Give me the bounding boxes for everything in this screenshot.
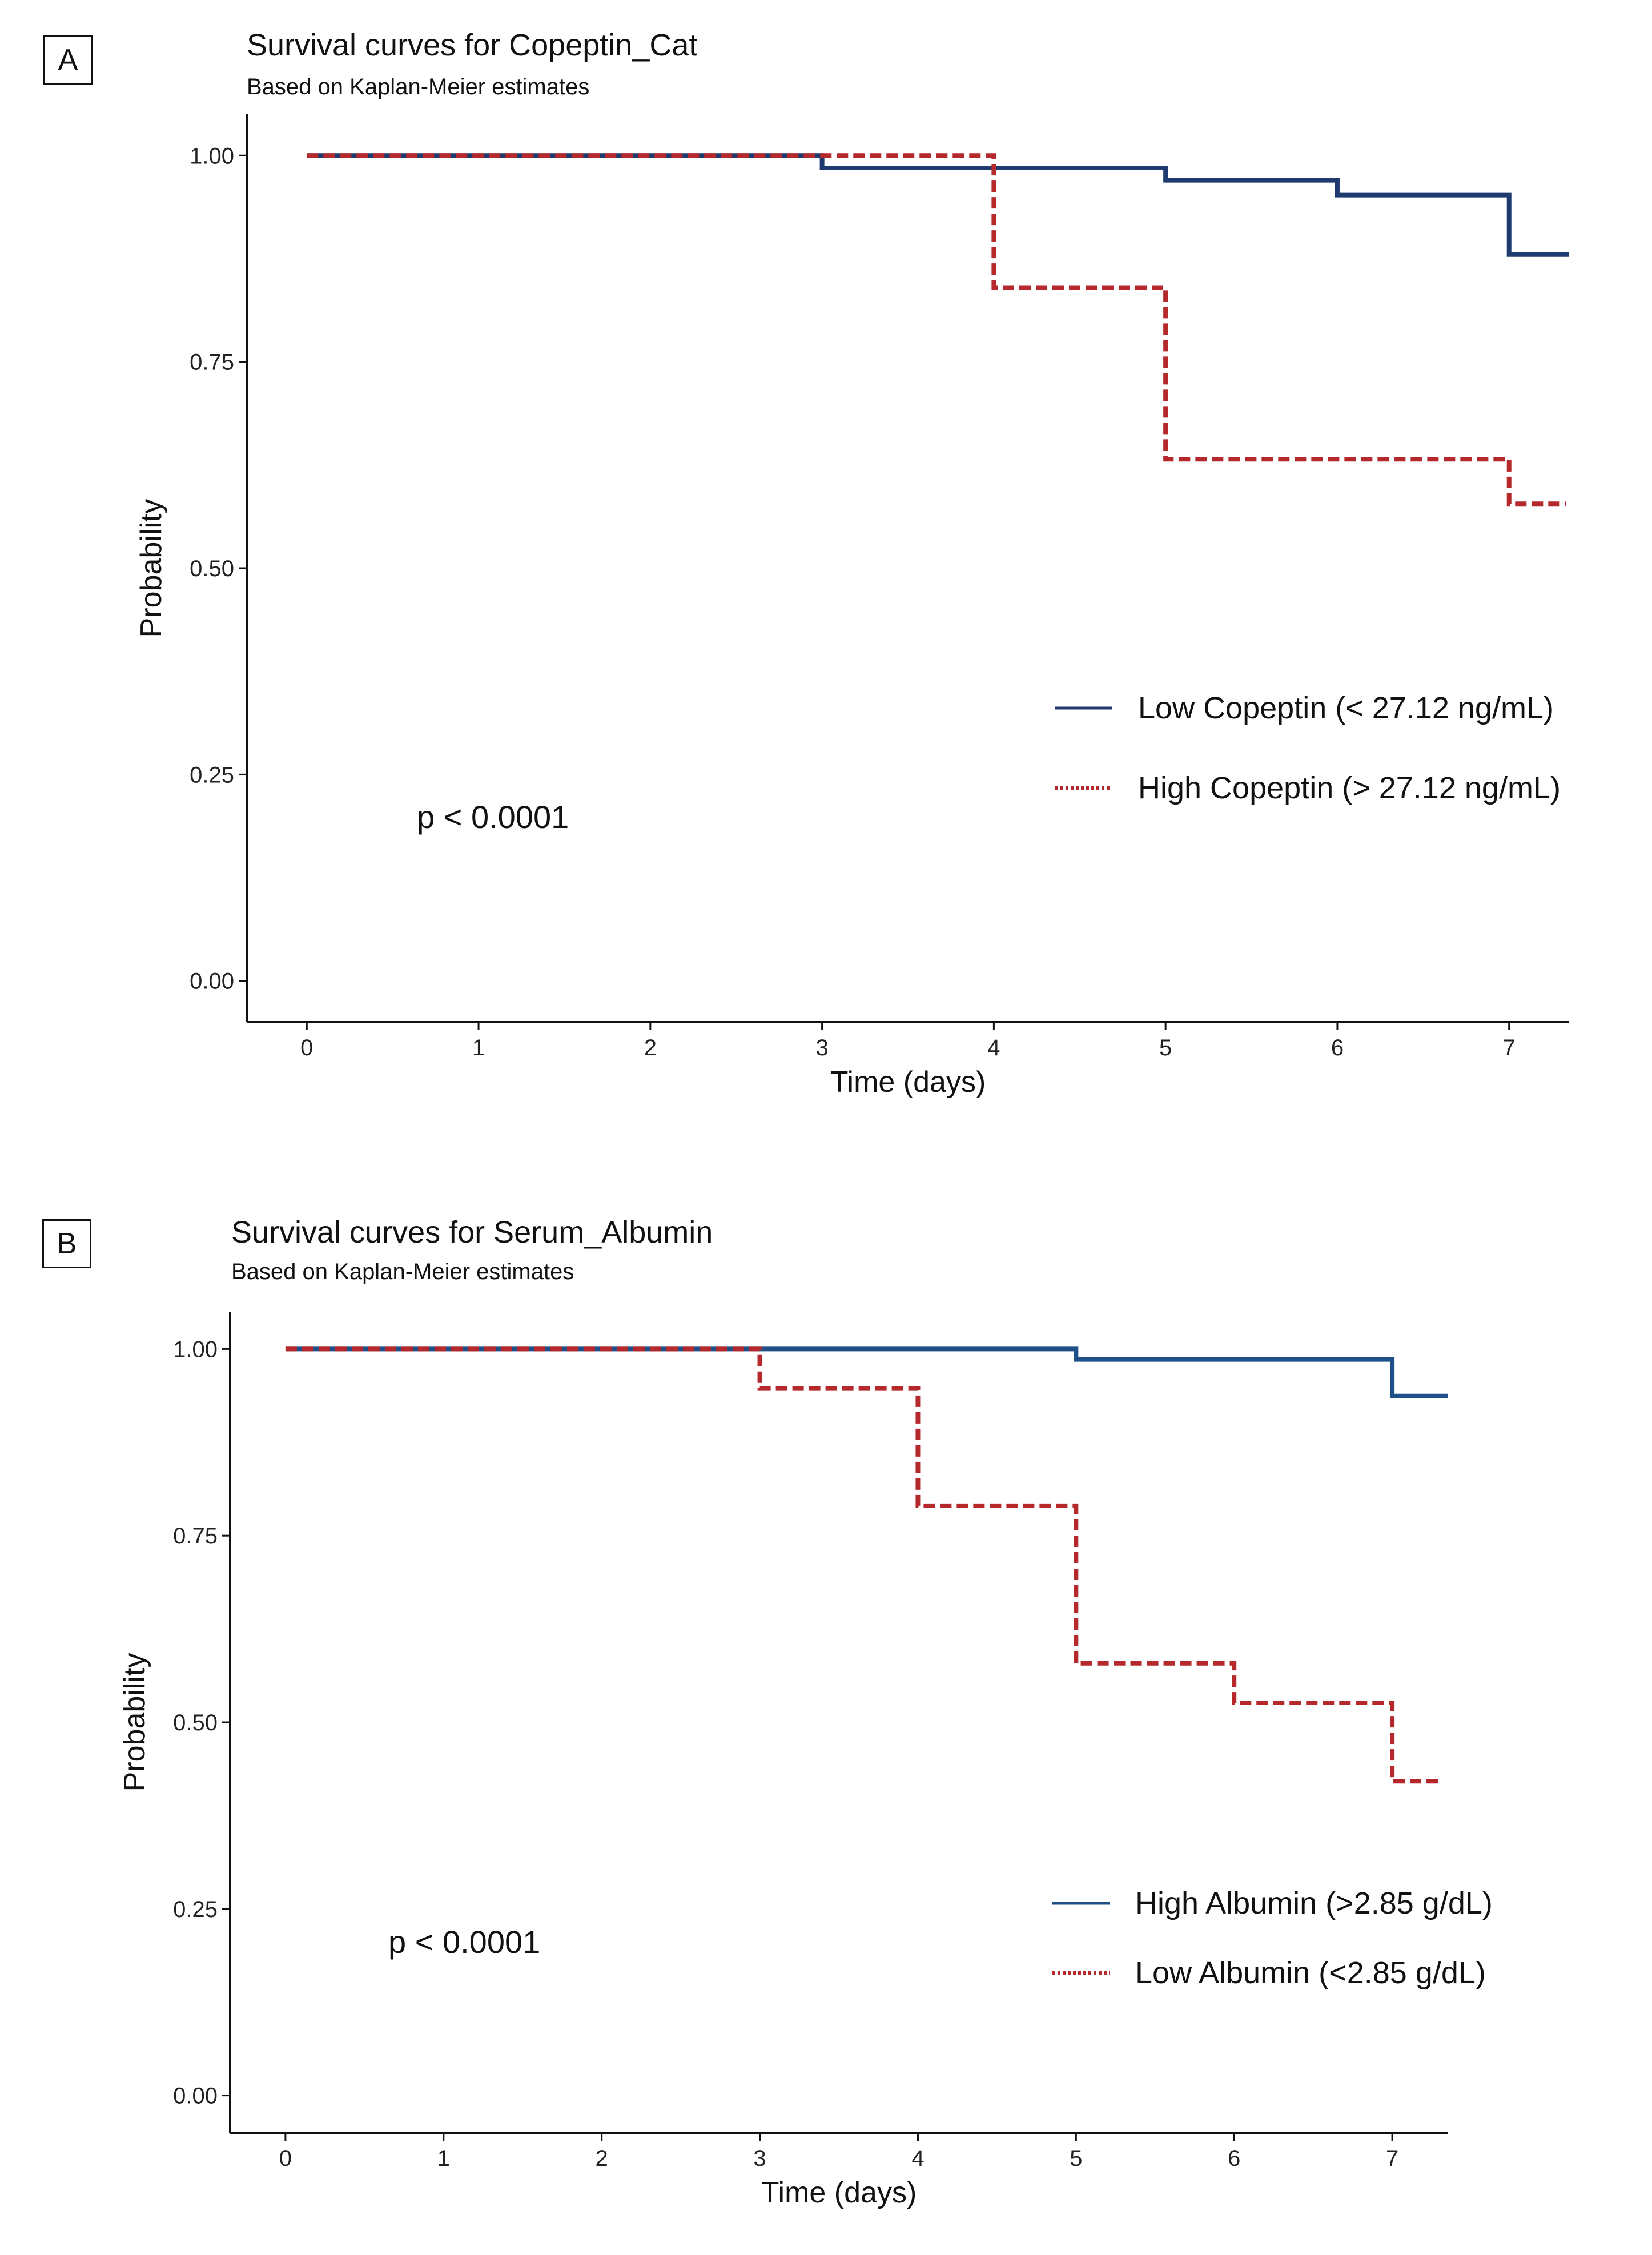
- y-tick-label: 0.25: [190, 762, 234, 787]
- x-tick-label: 5: [1070, 2146, 1082, 2171]
- x-tick-label: 7: [1386, 2146, 1398, 2171]
- legend-label: Low Albumin (<2.85 g/dL): [1135, 1956, 1486, 1990]
- x-tick-label: 6: [1331, 1035, 1344, 1060]
- p-value-annotation: p < 0.0001: [388, 1924, 540, 1960]
- x-tick-label: 2: [596, 2146, 608, 2171]
- x-tick-label: 3: [815, 1035, 828, 1060]
- legend-label: High Albumin (>2.85 g/dL): [1135, 1886, 1493, 1920]
- x-tick-label: 6: [1228, 2146, 1240, 2171]
- panel-b: B Survival curves for Serum_Albumin Base…: [0, 1185, 1652, 2255]
- y-axis-label: Probability: [135, 499, 168, 638]
- series-line-2: [307, 153, 1566, 507]
- legend-label: Low Copeptin (< 27.12 ng/mL): [1138, 691, 1554, 725]
- x-tick-label: 5: [1159, 1035, 1172, 1060]
- x-tick-label: 0: [300, 1035, 313, 1060]
- chart-title: Survival curves for Copeptin_Cat: [247, 28, 698, 62]
- x-axis-label: Time (days): [830, 1066, 986, 1099]
- y-tick-label: 1.00: [173, 1337, 218, 1362]
- legend-label: High Copeptin (> 27.12 ng/mL): [1138, 771, 1561, 805]
- series-line-2: [285, 1346, 1440, 1784]
- series-line-1: [307, 153, 1569, 257]
- p-value-annotation: p < 0.0001: [417, 799, 569, 835]
- y-tick-label: 0.50: [173, 1710, 218, 1735]
- y-tick-label: 0.25: [173, 1897, 218, 1922]
- x-axis-label: Time (days): [761, 2176, 917, 2209]
- y-tick-label: 0.00: [173, 2084, 218, 2109]
- chart-subtitle: Based on Kaplan-Meier estimates: [231, 1259, 574, 1284]
- x-tick-label: 4: [911, 2146, 924, 2171]
- x-tick-label: 2: [644, 1035, 657, 1060]
- panel-label: A: [43, 35, 93, 85]
- panel-label: B: [42, 1219, 91, 1268]
- x-tick-label: 1: [437, 2146, 450, 2171]
- y-tick-label: 0.75: [173, 1524, 218, 1549]
- y-axis-label: Probability: [118, 1653, 151, 1792]
- chart-title: Survival curves for Serum_Albumin: [231, 1215, 713, 1249]
- x-tick-label: 0: [279, 2146, 292, 2171]
- y-tick-label: 1.00: [190, 143, 234, 168]
- x-tick-label: 7: [1503, 1035, 1516, 1060]
- km-plot: 0.00 0.25 0.50 0.75 1.00 0 1 2 3 4 5 6 7 Time (days) P…: [118, 1312, 1493, 2209]
- y-tick-label: 0.00: [190, 969, 234, 994]
- chart-subtitle: Based on Kaplan-Meier estimates: [247, 74, 590, 99]
- panel-a: A Survival curves for Copeptin_Cat Based…: [43, 28, 1569, 1099]
- km-plot: 0.00 0.25 0.50 0.75 1.00 0 1 2 3 4 5 6 7 Time (days) P…: [135, 114, 1569, 1099]
- series-line-1: [285, 1346, 1448, 1398]
- x-tick-label: 3: [753, 2146, 766, 2171]
- y-tick-label: 0.50: [190, 556, 234, 581]
- x-tick-label: 1: [472, 1035, 485, 1060]
- y-tick-label: 0.75: [190, 350, 234, 375]
- x-tick-label: 4: [987, 1035, 1000, 1060]
